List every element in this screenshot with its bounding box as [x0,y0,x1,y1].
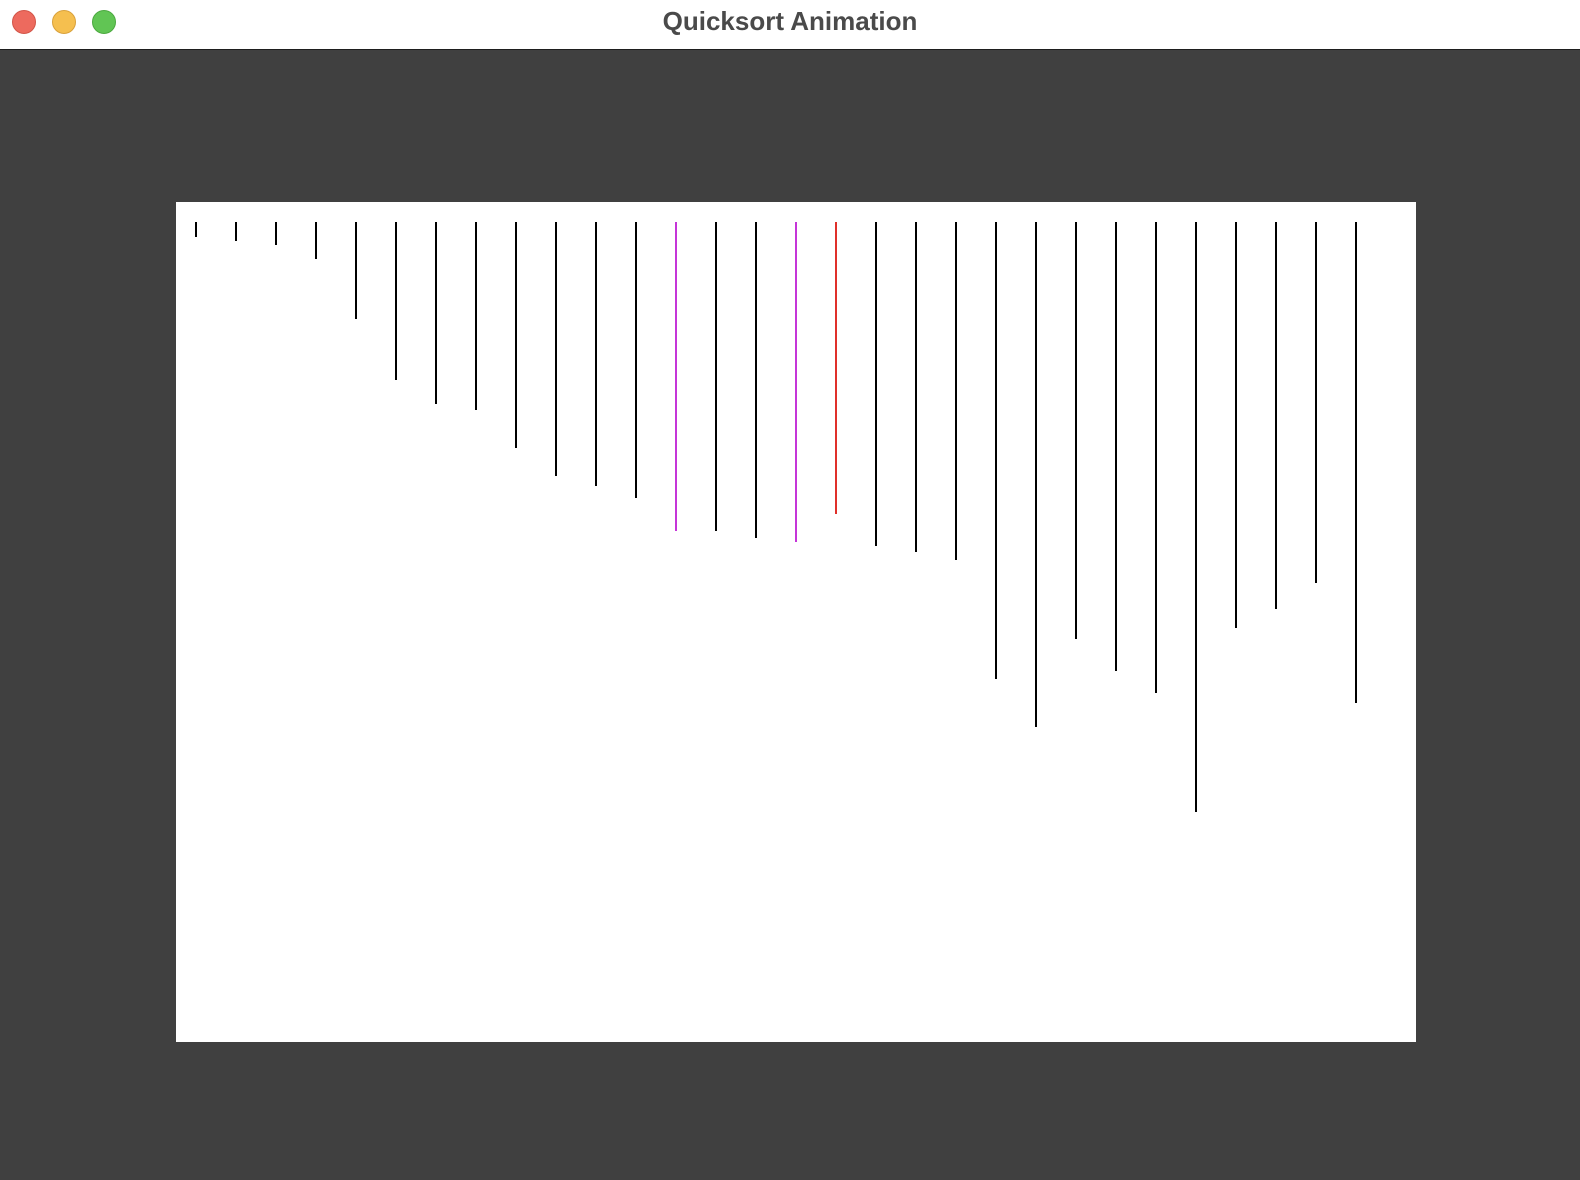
array-bars [195,222,1357,812]
animation-canvas [176,202,1416,1042]
title-bar[interactable]: Quicksort Animation [0,0,1580,50]
minimize-window-button[interactable] [52,10,76,34]
zoom-window-button[interactable] [92,10,116,34]
close-window-button[interactable] [12,10,36,34]
window-title: Quicksort Animation [662,6,918,36]
